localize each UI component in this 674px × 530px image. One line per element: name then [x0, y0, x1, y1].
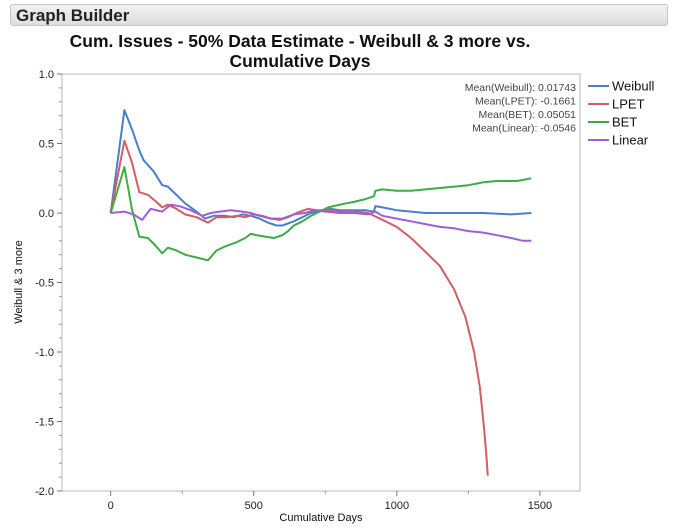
y-tick-label: 1.0 [39, 69, 54, 81]
x-axis: 0 500 1000 1500 [38, 491, 552, 512]
series-line-weibull [109, 109, 532, 227]
chart-title-line-2: Cumulative Days [229, 51, 371, 71]
x-tick-label: 1500 [528, 500, 552, 512]
x-tick-label: 500 [245, 500, 263, 512]
y-tick-label: -2.0 [35, 486, 54, 498]
x-tick-label: 0 [108, 500, 114, 512]
summary-annotations: Mean(Weibull): 0.01743 Mean(LPET): -0.166… [465, 82, 576, 135]
legend-label: BET [612, 115, 637, 130]
y-tick-label: 0.0 [39, 208, 54, 220]
graph-builder-title: Graph Builder [16, 6, 130, 25]
x-tick-label: 1000 [385, 500, 409, 512]
x-axis-label: Cumulative Days [279, 512, 363, 524]
series-layer [109, 109, 532, 476]
y-axis-label: Weibull & 3 more [13, 240, 25, 324]
legend-item-linear[interactable]: Linear [588, 133, 649, 148]
y-tick-label: -1.0 [35, 347, 54, 359]
y-tick-label: -0.5 [35, 278, 54, 290]
y-tick-label: 0.5 [39, 139, 54, 151]
chart-title-line-1: Cum. Issues - 50% Data Estimate - Weibul… [69, 31, 531, 51]
mean-annotation: Mean(Linear): -0.0546 [472, 123, 576, 135]
series-line-linear [110, 203, 532, 242]
legend-label: Weibull [612, 79, 655, 94]
legend[interactable]: Weibull LPET BET Linear [588, 79, 655, 148]
y-axis: 1.0 0.5 0.0 -0.5 -1.0 -1.5 -2.0 [35, 69, 62, 498]
y-tick-label: -1.5 [35, 417, 54, 429]
legend-label: Linear [612, 133, 649, 148]
series-line-bet [109, 166, 532, 262]
graph-builder-header[interactable]: Graph Builder [10, 4, 668, 26]
plot-frame [61, 73, 581, 492]
legend-item-weibull[interactable]: Weibull [588, 79, 655, 94]
mean-annotation: Mean(Weibull): 0.01743 [465, 82, 576, 94]
legend-item-bet[interactable]: BET [588, 115, 637, 130]
mean-annotation: Mean(BET): 0.05051 [479, 109, 577, 121]
legend-item-lpet[interactable]: LPET [588, 97, 645, 112]
mean-annotation: Mean(LPET): -0.1661 [475, 96, 576, 108]
legend-label: LPET [612, 97, 645, 112]
